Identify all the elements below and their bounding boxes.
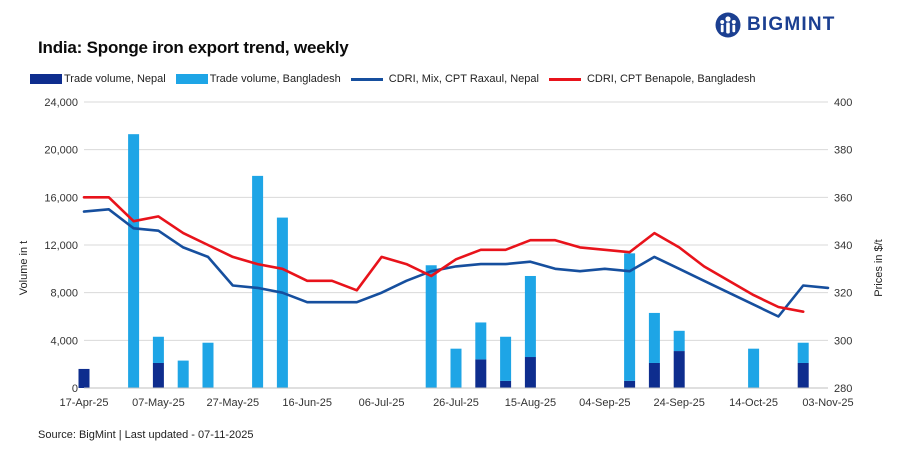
bar-bangladesh-volume [673,330,685,352]
y-tick-label: 0 [72,383,78,395]
bar-series [78,134,809,388]
bar-nepal-volume [524,357,536,388]
bar-bangladesh-volume [425,265,437,388]
x-tick-label: 26-Jul-25 [433,397,479,409]
bar-bangladesh-volume [648,312,660,363]
legend-item-raxaul-price: CDRI, Mix, CPT Raxaul, Nepal [350,73,539,85]
y2-tick-label: 300 [834,335,852,347]
bar-bangladesh-volume [624,253,636,381]
x-tick-label: 04-Sep-25 [579,397,630,409]
y-tick-label: 16,000 [44,192,78,204]
bar-bangladesh-volume [128,134,140,388]
y-tick-label: 20,000 [44,145,78,157]
bigmint-logo-icon [715,12,741,38]
y2-axis-title: Prices in $/t [873,239,885,296]
bar-nepal-volume [648,362,660,388]
y2-tick-label: 400 [834,97,852,109]
bar-nepal-volume [673,351,685,388]
line-series [82,196,830,318]
bar-nepal-volume [475,359,487,388]
bar-bangladesh-volume [748,348,760,388]
y2-tick-label: 380 [834,145,852,157]
chart-title: India: Sponge iron export trend, weekly [38,38,349,57]
bar-bangladesh-volume [524,275,536,358]
bar-bangladesh-volume [252,175,264,388]
x-tick-label: 07-May-25 [132,397,185,409]
bar-nepal-volume [500,380,512,388]
x-tick-label: 14-Oct-25 [729,397,778,409]
bar-nepal-volume [152,362,164,388]
x-tick-label: 24-Sep-25 [654,397,705,409]
legend-swatch-benapole-price [548,77,581,81]
bar-nepal-volume [78,368,90,388]
x-tick-label: 03-Nov-25 [802,397,853,409]
x-tick-label: 15-Aug-25 [505,397,556,409]
legend-item-bangladesh-volume: Trade volume, Bangladesh [175,73,341,85]
chart-legend: Trade volume, Nepal Trade volume, Bangla… [30,71,766,87]
source-note: Source: BigMint | Last updated - 07-11-2… [38,429,254,441]
bar-bangladesh-volume [202,342,214,388]
bar-nepal-volume [624,380,636,388]
bar-bangladesh-volume [177,360,189,388]
bar-bangladesh-volume [152,336,164,363]
y-tick-label: 24,000 [44,97,78,109]
x-tick-label: 06-Jul-25 [359,397,405,409]
legend-label-raxaul-price: CDRI, Mix, CPT Raxaul, Nepal [388,73,539,85]
legend-label-benapole-price: CDRI, CPT Benapole, Bangladesh [586,73,756,85]
bar-bangladesh-volume [450,348,462,388]
legend-item-benapole-price: CDRI, CPT Benapole, Bangladesh [548,73,756,85]
x-tick-label: 16-Jun-25 [282,397,332,409]
brand-name: BIGMINT [747,14,836,35]
axes: 0 280 4,000 300 8,000 320 12,000 340 16,000 360 20… [44,97,853,409]
brand-logo: BIGMINT [715,10,836,40]
y-tick-label: 12,000 [44,240,78,252]
bar-bangladesh-volume [276,217,288,388]
y2-tick-label: 280 [834,383,852,395]
bar-bangladesh-volume [475,322,487,360]
y-tick-label: 8,000 [50,288,78,300]
bar-bangladesh-volume [797,342,809,363]
x-tick-label: 17-Apr-25 [60,397,109,409]
y-axis-title: Volume in t [18,241,30,295]
bar-nepal-volume [797,362,809,388]
y-tick-label: 4,000 [50,335,78,347]
legend-label-bangladesh-volume: Trade volume, Bangladesh [209,73,341,85]
y2-tick-label: 340 [834,240,852,252]
bar-bangladesh-volume [500,336,512,381]
y2-tick-label: 320 [834,288,852,300]
y2-tick-label: 360 [834,192,852,204]
legend-swatch-bangladesh-volume [175,74,208,84]
line-benapole-price [82,196,805,314]
legend-item-nepal-volume: Trade volume, Nepal [30,73,166,85]
legend-swatch-nepal-volume [30,74,62,84]
gridlines [84,101,828,341]
line-raxaul-price [82,208,830,318]
legend-label-nepal-volume: Trade volume, Nepal [64,73,166,85]
legend-swatch-raxaul-price [350,77,383,81]
x-tick-label: 27-May-25 [207,397,260,409]
